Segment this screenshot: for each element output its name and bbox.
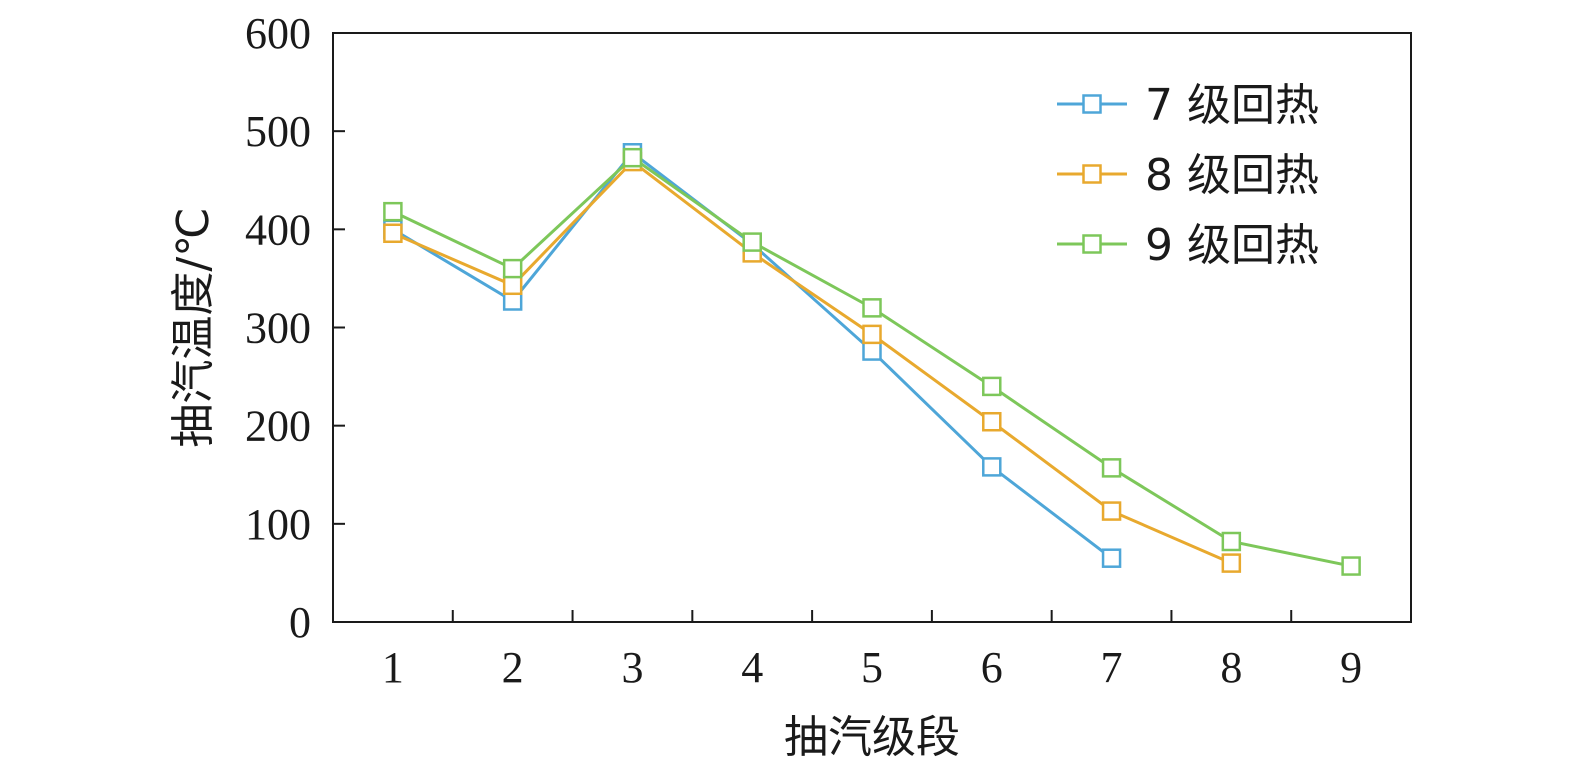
data-point bbox=[982, 457, 1002, 477]
x-tick-label: 4 bbox=[741, 643, 763, 692]
x-tick-label: 9 bbox=[1340, 643, 1362, 692]
series-line bbox=[392, 155, 1352, 568]
y-tick-label: 500 bbox=[245, 107, 311, 156]
legend-entry: 9 级回热 bbox=[1057, 220, 1319, 271]
x-tick-label: 6 bbox=[981, 643, 1003, 692]
y-tick-label: 300 bbox=[245, 304, 311, 353]
data-point bbox=[502, 258, 523, 279]
ticks: 0 100 200 300 400 500 600 1 2 3 4 5 6 7 8 9 bbox=[245, 9, 1362, 692]
data-point bbox=[383, 201, 403, 222]
data-point bbox=[383, 223, 403, 244]
series-1 bbox=[383, 143, 1122, 568]
series-3 bbox=[383, 147, 1361, 576]
y-tick-label: 200 bbox=[245, 402, 311, 451]
x-axis-title: 抽汽级段 bbox=[784, 712, 960, 763]
data-point bbox=[862, 298, 882, 318]
legend-marker bbox=[1082, 94, 1102, 114]
x-tick-label: 7 bbox=[1101, 643, 1123, 692]
data-point bbox=[862, 341, 882, 361]
data-point bbox=[502, 291, 523, 311]
data-point bbox=[1101, 458, 1122, 478]
y-tick-label: 0 bbox=[289, 598, 311, 647]
x-tick-label: 5 bbox=[861, 643, 883, 692]
x-tick-label: 2 bbox=[502, 643, 524, 692]
x-tick-label: 3 bbox=[621, 643, 643, 692]
data-point bbox=[742, 232, 762, 252]
legend: 7 级回热 8 级回热 9 级回热 bbox=[1057, 80, 1319, 271]
legend-label: 9 级回热 bbox=[1145, 220, 1319, 271]
x-tick-label: 8 bbox=[1220, 643, 1242, 692]
data-point bbox=[1341, 556, 1361, 576]
series bbox=[383, 143, 1361, 576]
y-tick-label: 100 bbox=[245, 500, 311, 549]
legend-label: 7 级回热 bbox=[1145, 80, 1319, 131]
legend-entry: 8 级回热 bbox=[1057, 150, 1319, 201]
data-point bbox=[622, 147, 643, 168]
legend-marker bbox=[1082, 234, 1102, 254]
data-point bbox=[982, 411, 1002, 432]
y-tick-label: 400 bbox=[245, 205, 311, 254]
data-point bbox=[982, 376, 1002, 397]
legend-marker bbox=[1082, 164, 1102, 184]
data-point bbox=[1221, 553, 1242, 573]
data-point bbox=[1101, 501, 1122, 521]
data-point bbox=[862, 324, 882, 345]
data-point bbox=[1221, 531, 1242, 552]
series-2 bbox=[383, 151, 1242, 573]
series-line bbox=[392, 159, 1232, 565]
y-tick-label: 600 bbox=[245, 9, 311, 58]
legend-label: 8 级回热 bbox=[1145, 150, 1319, 201]
data-point bbox=[502, 275, 523, 296]
legend-entry: 7 级回热 bbox=[1057, 80, 1319, 131]
series-line bbox=[392, 150, 1113, 560]
x-tick-label: 1 bbox=[382, 643, 404, 692]
data-point bbox=[1101, 548, 1122, 568]
y-axis-title: 抽汽温度/℃ bbox=[168, 207, 219, 447]
